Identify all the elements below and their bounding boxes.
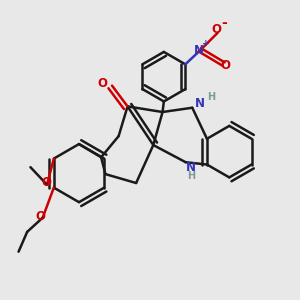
Text: H: H: [207, 92, 215, 102]
Text: N: N: [194, 97, 205, 110]
Text: H: H: [187, 171, 195, 181]
Text: O: O: [212, 23, 222, 36]
Text: O: O: [35, 209, 45, 223]
Text: +: +: [202, 39, 209, 48]
Text: O: O: [41, 176, 51, 189]
Text: O: O: [97, 77, 107, 90]
Text: N: N: [186, 161, 196, 174]
Text: -: -: [221, 16, 227, 30]
Text: O: O: [220, 59, 230, 72]
Text: N: N: [194, 44, 204, 57]
